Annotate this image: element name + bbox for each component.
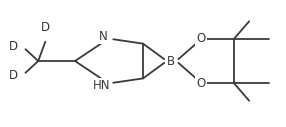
Text: N: N xyxy=(99,30,108,43)
Text: O: O xyxy=(196,32,206,45)
Text: D: D xyxy=(9,69,18,82)
Text: HN: HN xyxy=(93,79,111,92)
Text: D: D xyxy=(41,21,50,34)
Text: D: D xyxy=(9,40,18,53)
Text: O: O xyxy=(196,77,206,90)
Text: B: B xyxy=(167,54,175,68)
